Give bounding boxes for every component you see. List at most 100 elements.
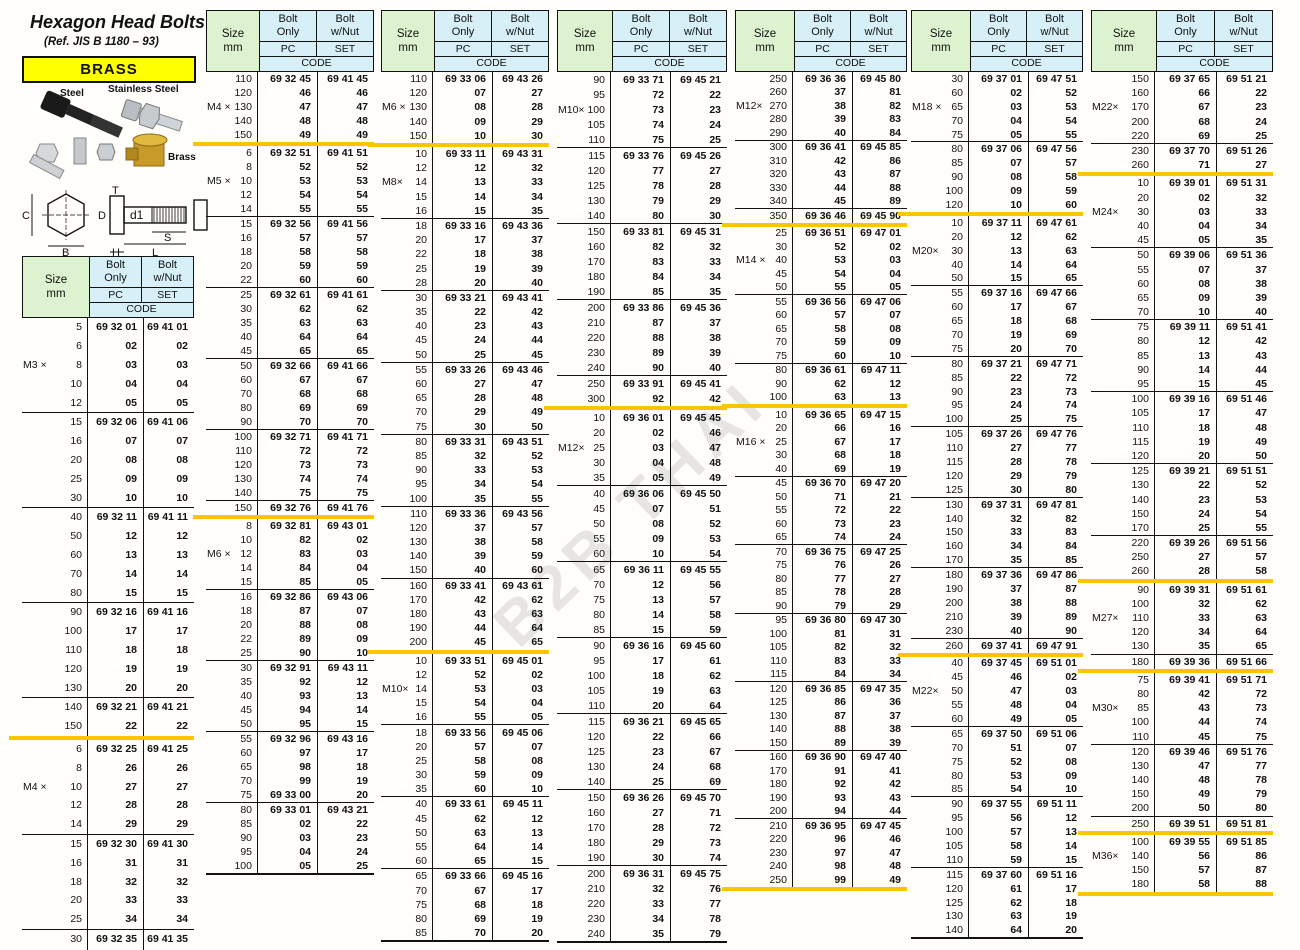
size-cell: M6 × 130 xyxy=(381,100,433,115)
size-cell: 30 xyxy=(22,488,88,507)
table-row: M8× 14 13 33 xyxy=(381,175,549,190)
table-row: M30× 85 43 73 xyxy=(1091,701,1273,716)
size-cell: M22× 50 xyxy=(911,684,969,699)
set-code: 69 xyxy=(1065,328,1077,341)
table-row: 16 69 32 86 69 43 06 xyxy=(206,590,374,604)
table-row: 190 85 35 xyxy=(557,284,727,299)
set-code: 33 xyxy=(709,255,721,268)
pc-code: 32 xyxy=(433,448,493,464)
size-cell: 290 xyxy=(735,126,793,140)
pc-code: 69 37 36 xyxy=(969,568,1029,583)
table-row: 105 74 24 xyxy=(557,117,727,132)
table-row: 105 17 47 xyxy=(1091,406,1273,421)
set-code: 05 xyxy=(889,281,901,294)
table-row: 45 24 44 xyxy=(381,333,549,348)
pc-code: 10 xyxy=(88,488,144,507)
set-code: 67 xyxy=(356,374,368,386)
size-value: 55 xyxy=(593,532,605,545)
size-cell: 18 xyxy=(206,245,258,259)
size-cell: 125 xyxy=(911,895,969,910)
table-row: 100 05 25 xyxy=(206,859,374,873)
pc-code: 64 xyxy=(433,839,493,855)
pc-code: 39 xyxy=(433,549,493,564)
size-value: 80 xyxy=(951,143,963,156)
pc-code: 14 xyxy=(969,257,1029,272)
pc-header: PC xyxy=(1157,42,1215,56)
size-cell: 80 xyxy=(206,401,258,415)
size-value: 85 xyxy=(593,623,605,636)
table-row: 100 81 31 xyxy=(735,627,907,641)
size-value: 115 xyxy=(588,149,605,162)
pc-code: 15 xyxy=(1155,376,1217,392)
size-cell: 12 xyxy=(381,667,433,682)
size-value: 130 xyxy=(1131,479,1149,492)
pc-code: 69 36 75 xyxy=(793,545,853,559)
size-cell: 100 xyxy=(1091,392,1155,407)
set-code: 12 xyxy=(531,812,543,825)
set-code: 69 51 21 xyxy=(1226,73,1267,86)
size-cell: 120 xyxy=(735,682,793,696)
pc-code: 69 37 21 xyxy=(969,356,1029,371)
table-row: 65 58 08 xyxy=(735,322,907,336)
size-value: 90 xyxy=(951,385,963,398)
table-row: 18 69 33 56 69 45 06 xyxy=(381,725,549,740)
size-value: 150 xyxy=(409,129,427,142)
pc-code: 69 37 60 xyxy=(969,867,1029,882)
pc-code: 08 xyxy=(969,170,1029,185)
size-cell: 40 xyxy=(206,689,258,703)
set-code: 09 xyxy=(1065,769,1077,782)
table-row: 210 69 36 95 69 47 45 xyxy=(735,819,907,833)
pc-code: 18 xyxy=(1155,420,1217,435)
table-row: 70 10 40 xyxy=(1091,305,1273,320)
table-row: 55 72 22 xyxy=(735,503,907,517)
table-row: 80 69 37 21 69 47 71 xyxy=(911,356,1083,371)
set-code: 69 51 31 xyxy=(1226,177,1267,190)
table-row: 130 38 58 xyxy=(381,535,549,550)
size-cell: 180 xyxy=(735,777,793,791)
size-value: 35 xyxy=(415,783,427,796)
block-separator-line xyxy=(1091,815,1273,817)
set-code: 53 xyxy=(709,532,721,545)
size-cell: 160 xyxy=(381,578,433,593)
table-row: 110 27 77 xyxy=(911,441,1083,456)
group-separator-yellow xyxy=(193,515,374,519)
size-cell: 70 xyxy=(22,564,88,584)
size-cell: 20 xyxy=(735,421,793,435)
size-value: 210 xyxy=(769,819,787,832)
size-cell: 85 xyxy=(381,448,433,464)
table-row: 200 94 44 xyxy=(735,804,907,818)
table-row: 6 02 02 xyxy=(22,336,194,356)
set-code: 08 xyxy=(1065,755,1077,768)
table-row: 125 69 39 21 69 51 51 xyxy=(1091,464,1273,479)
set-code: 18 xyxy=(531,898,543,911)
table-row: M27× 110 33 63 xyxy=(1091,610,1273,626)
brass-part-image xyxy=(125,133,168,167)
size-cell: 8 xyxy=(22,758,88,778)
size-value: 85 xyxy=(951,157,963,170)
table-header: Size mm Bolt Only Bolt w/Nut PC SET CODE xyxy=(381,10,549,72)
table-row: 200 45 65 xyxy=(381,635,549,650)
table-row: 140 75 75 xyxy=(206,486,374,500)
pc-code: 44 xyxy=(1155,715,1217,730)
size-cell: 320 xyxy=(735,167,793,181)
table-row: 65 69 36 11 69 45 55 xyxy=(557,562,727,577)
set-code: 77 xyxy=(1255,759,1267,772)
size-cell: 140 xyxy=(22,697,88,717)
table-row: 70 29 49 xyxy=(381,405,549,420)
size-value: 10 xyxy=(593,411,605,424)
pc-code: 69 36 41 xyxy=(793,140,853,154)
pc-code: 88 xyxy=(258,618,318,632)
size-cell: 180 xyxy=(557,835,611,850)
size-cell: M6 × 12 xyxy=(206,547,258,561)
pc-code: 34 xyxy=(1155,625,1217,640)
size-cell: 150 xyxy=(381,563,433,578)
pc-code: 69 33 86 xyxy=(611,300,671,315)
set-code: 26 xyxy=(889,559,901,572)
size-cell: 65 xyxy=(911,726,969,741)
pc-code: 40 xyxy=(793,126,853,140)
pc-code: 35 xyxy=(1155,639,1217,654)
table-row: 240 90 40 xyxy=(557,360,727,375)
pc-code: 28 xyxy=(88,795,144,815)
pc-code: 49 xyxy=(969,712,1029,726)
size-cell: 90 xyxy=(1091,362,1155,377)
